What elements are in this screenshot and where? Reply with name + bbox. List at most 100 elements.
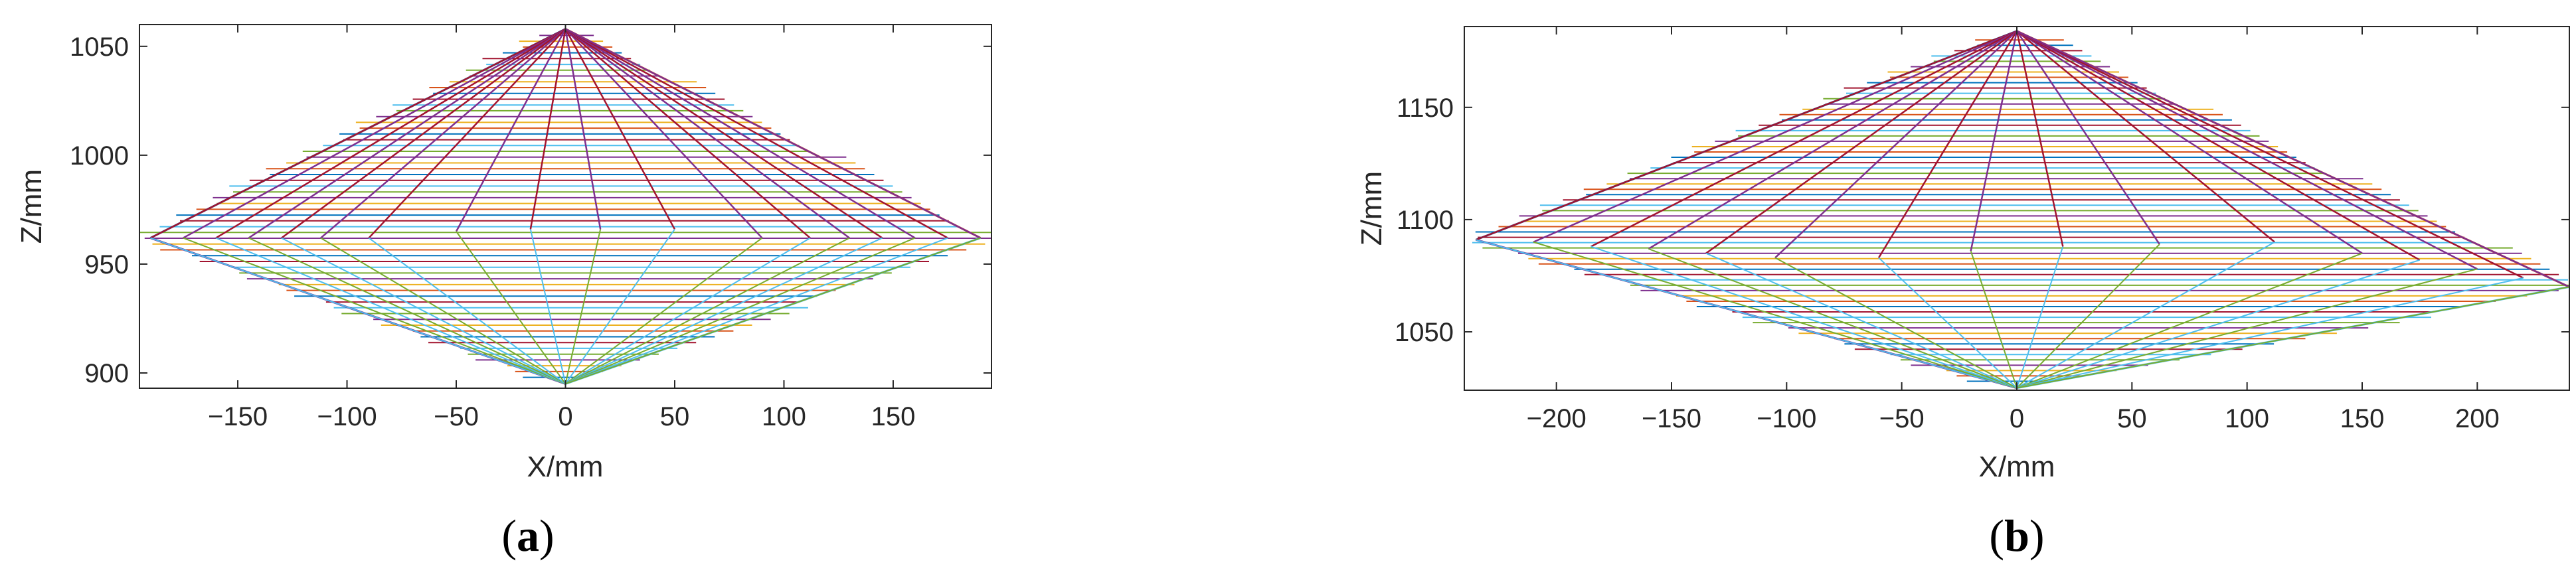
ray-lower-a-5 [320,237,566,385]
x-axis-label-a: X/mm [527,451,604,483]
ray-upper-a-8 [529,29,566,230]
ray-upper-b-15 [2016,30,2569,288]
ray-lower-b-12 [2016,259,2420,389]
ray-lower-a-9 [564,229,602,384]
y-tick-label-a-2: 1000 [70,141,129,171]
ray-lower-a-14 [565,237,883,385]
ray-lower-a-10 [564,228,675,385]
ray-upper-a-4 [281,28,566,239]
ray-lower-b-1 [1533,241,2018,389]
ray-lower-a-7 [456,231,566,385]
ray-upper-a-7 [455,28,566,232]
ray-upper-a-2 [215,28,566,239]
ray-upper-b-10 [2016,30,2276,243]
panel-label-b: (b) [1989,510,2044,561]
ray-upper-a-16 [564,28,948,239]
ray-upper-a-15 [564,28,916,239]
x-tick-label-b-4: 0 [2010,404,2024,433]
x-tick-label-a-4: 50 [660,402,690,431]
x-tick-label-a-3: 0 [558,402,572,431]
ray-upper-b-1 [1533,30,2018,243]
plot-lines-a [139,28,991,385]
x-tick-label-b-3: −50 [1879,404,1925,433]
y-tick-label-a-0: 900 [84,359,129,388]
ray-lower-b-8 [2016,246,2064,388]
x-tick-label-a-2: −50 [434,402,479,431]
ray-lower-a-15 [565,237,916,385]
y-axis-label-b: Z/mm [1355,171,1388,246]
y-tick-label-b-1: 1100 [1397,206,1454,235]
y-tick-label-a-1: 950 [84,250,129,279]
x-tick-label-b-6: 100 [2225,404,2269,433]
x-tick-label-b-0: −200 [1527,404,1587,433]
ray-upper-a-9 [564,29,602,230]
ray-upper-b-9 [2016,31,2160,245]
ray-upper-b-5 [1774,30,2018,259]
y-axis-ticks-a: 900 950 1000 1050 [70,33,991,388]
ray-upper-a-1 [183,28,566,239]
ray-upper-b-2 [1590,30,2018,248]
y-tick-label-b-2: 1150 [1397,94,1454,123]
ray-lower-a-13 [565,237,850,385]
ray-upper-a-14 [564,28,883,239]
ray-upper-b-13 [2016,30,2478,270]
ray-lower-a-6 [368,237,566,385]
ray-upper-b-11 [2016,30,2363,254]
ray-upper-b-14 [2016,30,2524,279]
ray-upper-b-7 [1970,31,2018,252]
ray-upper-a-6 [368,28,566,239]
y-axis-ticks-b: 1050 1100 1150 [1395,94,2569,347]
x-axis-ticks-a: −150 −100 −50 0 50 100 150 [208,25,915,431]
ray-lower-b-5 [1774,257,2018,389]
y-tick-label-a-3: 1050 [70,33,129,62]
ray-upper-b-3 [1648,30,2018,250]
ray-lower-a-3 [248,237,566,385]
ray-lower-b-6 [1878,257,2018,389]
x-tick-label-a-5: 100 [762,402,806,431]
ray-upper-a-5 [320,28,566,239]
x-tick-label-a-6: 150 [871,402,916,431]
ray-lower-b-11 [2016,252,2363,389]
ray-upper-a-17 [564,28,982,239]
x-tick-label-b-5: 50 [2117,404,2147,433]
chart-panel-b: −200 −150 −100 −50 0 50 100 150 200 1050 1100 1150… [1355,26,2570,561]
ray-upper-b-8 [2016,31,2064,247]
plot-area-a [139,25,991,388]
ray-lower-a-0 [150,237,566,385]
plot-area-b [1464,27,2569,390]
x-tick-label-a-0: −150 [208,402,268,431]
ray-upper-a-12 [564,28,811,239]
ray-lower-a-2 [215,237,566,385]
ray-upper-b-4 [1705,30,2018,254]
ray-lower-a-4 [281,237,566,385]
x-tick-label-b-8: 200 [2455,404,2500,433]
ray-lower-a-8 [529,229,566,384]
ray-lower-b-7 [1970,250,2018,388]
x-axis-label-b: X/mm [1979,451,2055,483]
ray-upper-a-10 [564,28,676,230]
chart-panel-a: −150 −100 −50 0 50 100 150 900 950 1000 1050 X/mm… [15,24,992,561]
ray-lower-a-11 [564,237,763,385]
ray-lower-b-14 [2016,277,2524,389]
ray-lower-b-9 [2016,244,2160,389]
panel-label-a: (a) [501,510,554,561]
ray-upper-b-0 [1475,30,2018,241]
x-axis-ticks-b: −200 −150 −100 −50 0 50 100 150 200 [1527,27,2500,433]
x-tick-label-b-7: 150 [2340,404,2385,433]
ray-lower-b-2 [1590,246,2018,389]
ray-upper-a-13 [564,28,850,239]
ray-lower-a-17 [565,237,981,385]
ray-lower-b-4 [1705,252,2018,389]
ray-lower-a-16 [565,237,948,385]
y-tick-label-b-0: 1050 [1395,318,1454,347]
x-tick-label-a-1: −100 [317,402,377,431]
ray-upper-b-6 [1877,31,2018,259]
ray-lower-a-1 [183,237,566,385]
ray-upper-b-12 [2016,30,2421,261]
plot-lines-b [1472,30,2569,390]
ray-lower-b-15 [2016,286,2569,389]
ray-lower-b-13 [2016,268,2478,389]
ray-lower-b-10 [2016,241,2275,389]
y-axis-label-a: Z/mm [15,169,48,244]
